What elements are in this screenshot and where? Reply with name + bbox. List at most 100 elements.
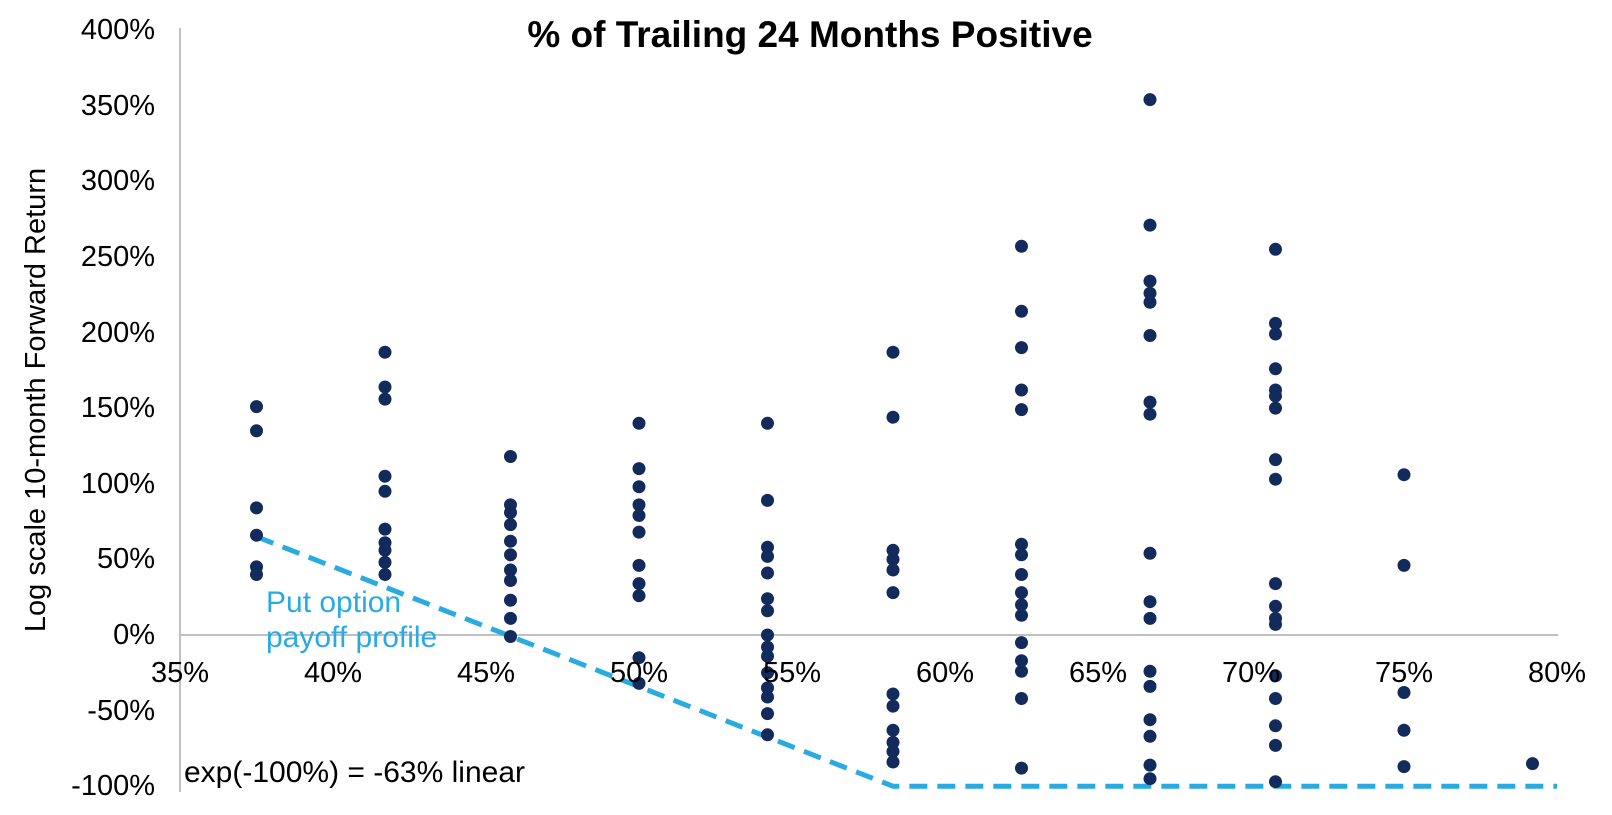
x-tick-label: 35%: [150, 657, 210, 689]
data-point: [886, 755, 900, 769]
data-point: [1397, 686, 1411, 699]
log-linear-note: exp(-100%) = -63% linear: [184, 756, 526, 789]
data-point: [761, 666, 774, 680]
data-point: [504, 611, 517, 625]
data-point: [378, 543, 392, 557]
data-point: [1143, 218, 1157, 232]
x-tick-label: 80%: [1527, 657, 1587, 689]
data-point: [886, 563, 900, 577]
data-point: [1143, 395, 1157, 409]
data-point: [1397, 558, 1411, 572]
data-point: [378, 392, 392, 406]
data-point: [504, 518, 517, 532]
data-point: [1397, 468, 1411, 482]
data-point: [632, 676, 646, 690]
y-tick-label: 150%: [80, 392, 155, 425]
data-point: [761, 628, 774, 642]
y-tick-label: 300%: [80, 165, 155, 198]
y-tick-label: 200%: [80, 316, 155, 349]
data-point: [1143, 329, 1157, 342]
data-point: [1015, 548, 1028, 562]
data-point: [761, 690, 774, 704]
put-option-payoff-line: [255, 534, 1557, 789]
data-point: [250, 424, 263, 438]
y-tick-label: -100%: [71, 770, 155, 803]
data-point: [1015, 761, 1028, 775]
data-point: [632, 525, 646, 539]
data-point: [1269, 599, 1282, 613]
data-point: [504, 574, 517, 587]
x-tick-label: 75%: [1374, 657, 1434, 689]
data-point: [886, 586, 900, 600]
data-point: [632, 589, 646, 603]
data-point: [1015, 664, 1028, 678]
data-point: [1143, 713, 1157, 727]
data-point: [1015, 654, 1028, 668]
data-point: [761, 681, 774, 695]
data-point: [761, 592, 774, 606]
data-point: [1015, 341, 1028, 355]
data-point: [632, 498, 646, 512]
data-point: [1015, 636, 1028, 650]
data-point: [1143, 407, 1157, 421]
data-point: [761, 728, 774, 742]
data-point: [1143, 772, 1157, 786]
y-tick-label: 350%: [80, 89, 155, 122]
data-point: [632, 577, 646, 591]
data-point: [761, 549, 774, 563]
data-point: [1269, 453, 1282, 467]
data-point: [1015, 383, 1028, 397]
data-point: [1269, 719, 1282, 733]
x-tick-label: 55%: [762, 657, 822, 689]
x-tick-label: 60%: [915, 657, 975, 689]
data-point: [1269, 692, 1282, 705]
data-point: [504, 450, 517, 463]
data-point: [1143, 93, 1157, 107]
data-point: [1143, 611, 1157, 625]
y-tick-label: 250%: [80, 240, 155, 273]
data-point: [378, 522, 392, 536]
x-tick-label: 65%: [1068, 657, 1128, 689]
data-point: [1143, 274, 1157, 288]
data-point: [1269, 472, 1282, 486]
data-point: [1269, 401, 1282, 415]
data-point: [1269, 669, 1282, 683]
x-tick-label: 45%: [456, 657, 516, 689]
chart-title: % of Trailing 24 Months Positive: [527, 14, 1093, 55]
y-tick-label: 400%: [80, 14, 155, 46]
data-point: [378, 380, 392, 394]
data-point: [632, 462, 646, 476]
data-point: [1015, 598, 1028, 612]
data-point: [1143, 546, 1157, 560]
data-point: [886, 735, 900, 749]
data-point: [504, 563, 517, 577]
data-point: [886, 723, 900, 737]
y-tick-label: 100%: [80, 467, 155, 500]
data-point: [886, 687, 900, 701]
data-point: [632, 480, 646, 494]
x-tick-label: 50%: [609, 657, 669, 689]
data-point: [250, 501, 263, 515]
data-point: [632, 416, 646, 430]
data-point: [761, 604, 774, 618]
data-point: [761, 640, 774, 654]
data-point: [378, 555, 392, 569]
data-point: [1269, 577, 1282, 591]
data-point: [1015, 537, 1028, 551]
data-point: [632, 651, 646, 665]
data-point: [886, 345, 900, 359]
data-point: [1143, 595, 1157, 609]
data-point: [1269, 362, 1282, 376]
data-point: [1269, 327, 1282, 341]
data-point: [378, 568, 392, 581]
data-point: [1143, 729, 1157, 743]
data-point: [1143, 758, 1157, 772]
data-point: [1526, 757, 1539, 771]
y-tick-label: 50%: [96, 543, 155, 576]
data-point: [1015, 403, 1028, 417]
data-point: [504, 506, 517, 519]
data-point: [378, 484, 392, 498]
data-point: [761, 649, 774, 663]
data-point: [886, 552, 900, 566]
